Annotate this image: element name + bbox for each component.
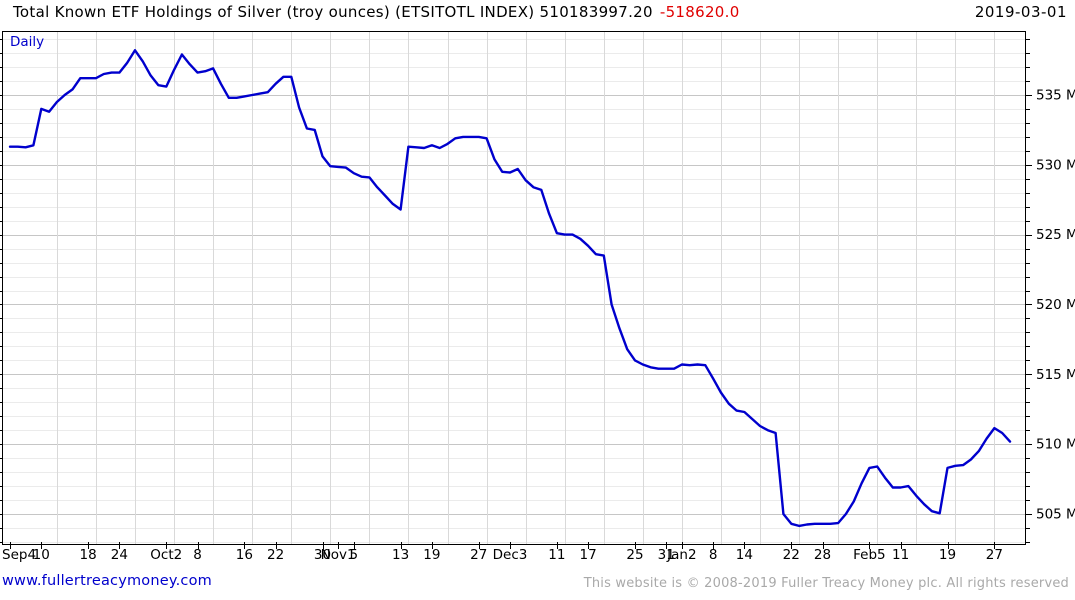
x-axis-label: 10 [33, 547, 50, 563]
y-axis-label: 520 M [1036, 297, 1075, 313]
x-axis-label: 31 [658, 547, 675, 563]
x-axis-label: 25 [626, 547, 643, 563]
title-bar: Total Known ETF Holdings of Silver (troy… [13, 3, 1067, 23]
x-axis-label: Oct2 [150, 547, 182, 563]
x-axis-label: Feb5 [853, 547, 886, 563]
chart-title: Total Known ETF Holdings of Silver (troy… [13, 3, 653, 21]
x-axis-label: 8 [709, 547, 718, 563]
x-axis-label: 11 [892, 547, 909, 563]
x-axis-label: 19 [939, 547, 956, 563]
x-axis-label: 30 [314, 547, 331, 563]
y-axis-label: 530 M [1036, 157, 1075, 173]
x-axis-label: Dec3 [493, 547, 528, 563]
x-axis-label: 27 [986, 547, 1003, 563]
chart-date: 2019-03-01 [974, 3, 1067, 21]
website-link[interactable]: www.fullertreacymoney.com [2, 573, 212, 589]
y-axis-label: 535 M [1036, 87, 1075, 103]
x-axis-label: 5 [349, 547, 358, 563]
x-axis-label: 8 [193, 547, 202, 563]
x-axis-label: 14 [736, 547, 753, 563]
plot-border [2, 31, 1026, 545]
x-axis-label: 11 [548, 547, 565, 563]
x-axis-label: 13 [392, 547, 409, 563]
x-axis-label: 24 [111, 547, 128, 563]
y-axis-label: 505 M [1036, 506, 1075, 522]
x-axis-label: Jan2 [666, 547, 696, 563]
y-axis-label: 525 M [1036, 227, 1075, 243]
x-axis-label: 18 [80, 547, 97, 563]
x-axis-label: 22 [783, 547, 800, 563]
copyright-text: This website is © 2008-2019 Fuller Treac… [583, 576, 1069, 591]
x-axis-label: 28 [814, 547, 831, 563]
x-axis-label: Sep4 [2, 547, 36, 563]
change-value: -518620.0 [659, 3, 740, 21]
holdings-line [8, 49, 1012, 528]
x-axis-label: 17 [580, 547, 597, 563]
x-axis-label: 16 [236, 547, 253, 563]
y-axis-label: 515 M [1036, 367, 1075, 383]
x-axis-label: 27 [470, 547, 487, 563]
y-axis-label: 510 M [1036, 437, 1075, 453]
x-axis-label: 22 [267, 547, 284, 563]
x-axis-label: 19 [423, 547, 440, 563]
timeframe-label: Daily [10, 34, 44, 50]
x-axis-label: Nov1 [321, 547, 356, 563]
